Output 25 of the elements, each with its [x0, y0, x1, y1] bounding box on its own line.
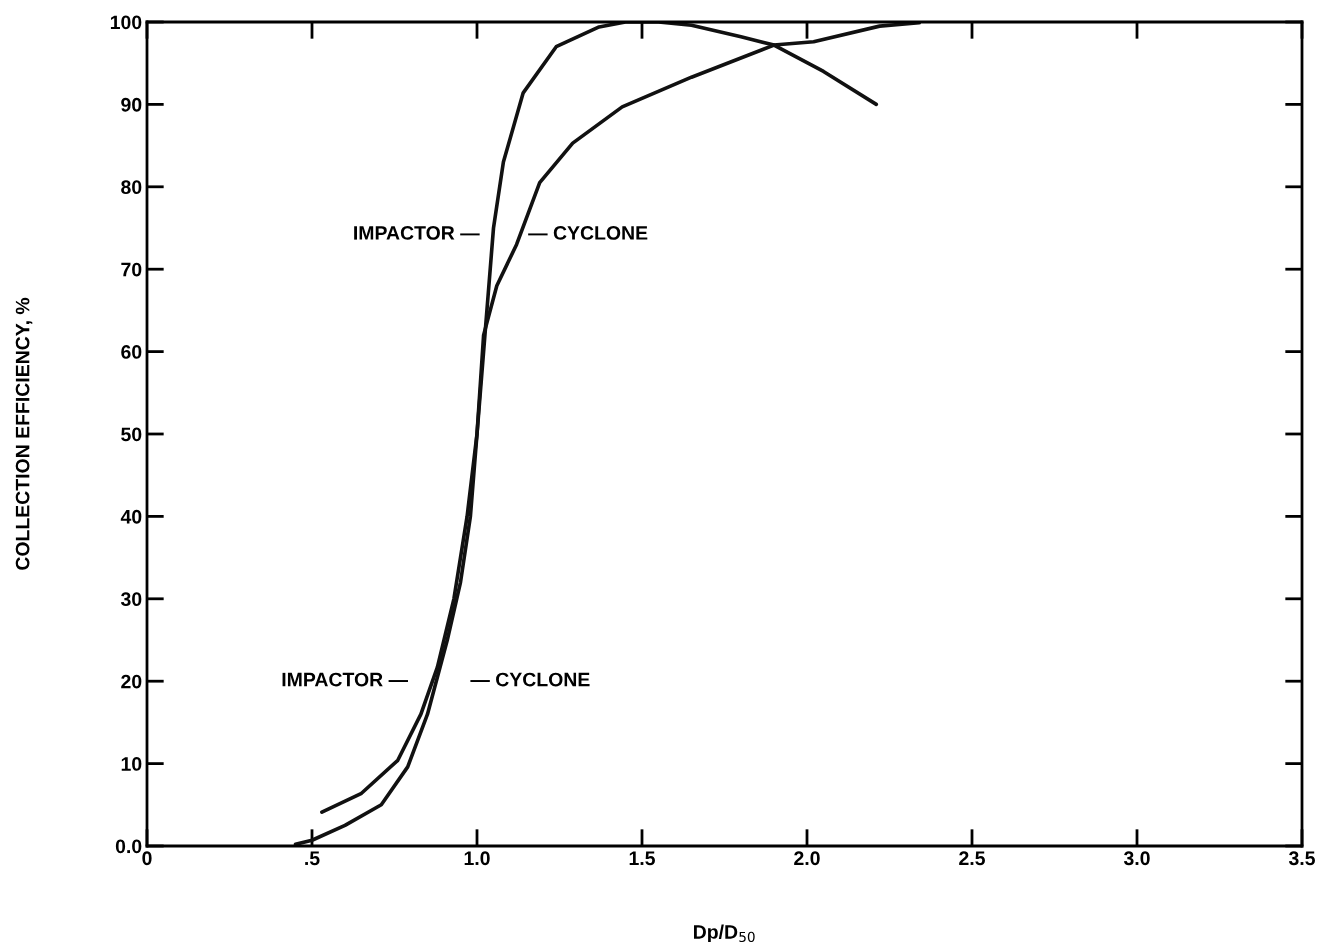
y-tick-label: 70: [121, 262, 142, 277]
y-tick-label: 80: [121, 180, 142, 195]
annotation: — CYCLONE: [470, 672, 590, 687]
x-tick-label: 2.0: [794, 851, 820, 866]
x-tick-label: 1.5: [629, 851, 655, 866]
y-tick-label: 100: [110, 15, 142, 30]
x-tick-label: 2.5: [959, 851, 985, 866]
x-tick-label: 1.0: [464, 851, 490, 866]
y-tick-label: 0.0: [115, 839, 142, 854]
y-tick-label: 40: [120, 509, 142, 524]
y-axis-title: COLLECTION EFFICIENCY, %: [15, 297, 33, 570]
y-tick-label: 90: [121, 97, 142, 112]
x-tick-label: 3.0: [1123, 851, 1150, 866]
y-tick-label: 10: [121, 757, 142, 771]
y-tick-label: 30: [120, 592, 142, 607]
annotation: — CYCLONE: [528, 226, 648, 240]
annotation: IMPACTOR —: [282, 672, 409, 687]
x-tick-label: .5: [305, 851, 320, 866]
x-tick-label: 0: [142, 851, 152, 866]
x-tick-label: 3.5: [1288, 851, 1315, 866]
y-tick-label: 50: [121, 427, 142, 442]
annotation: IMPACTOR —: [354, 226, 480, 240]
x-axis-title: Dp/D$_{50}$: [694, 924, 755, 942]
y-tick-label: 20: [121, 674, 142, 689]
y-tick-label: 60: [121, 345, 142, 359]
